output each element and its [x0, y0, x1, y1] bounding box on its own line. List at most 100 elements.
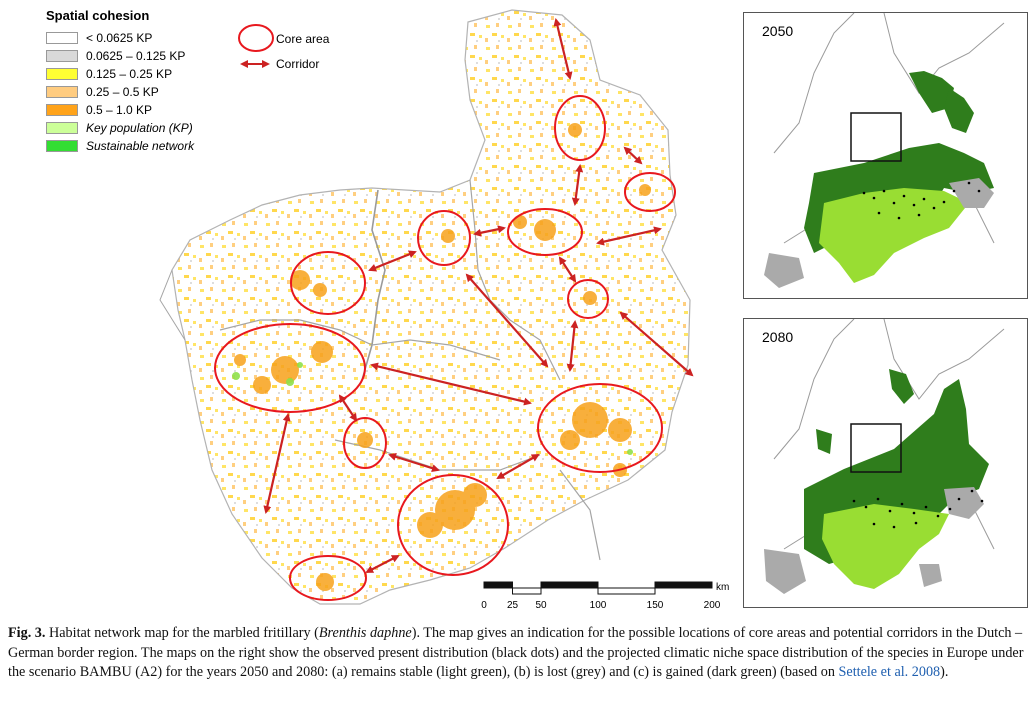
study-area-frame — [850, 112, 902, 162]
corridor-arrow — [388, 452, 440, 473]
legend-item-label: 0.25 – 0.5 KP — [86, 85, 159, 99]
corridor-arrow — [571, 164, 584, 206]
core-area — [214, 323, 366, 413]
inset-map-2050: 2050 — [743, 12, 1028, 299]
core-area-legend-symbol — [238, 24, 274, 52]
gained-area — [909, 71, 954, 113]
europe-map-2080 — [764, 319, 1005, 594]
habitat-network-map: Core area Corridor 0 25 50 100 150 200 km — [159, 9, 729, 611]
lost-area — [764, 549, 806, 594]
scale-bar-segment — [654, 581, 713, 589]
coastline — [159, 269, 186, 341]
lost-area — [944, 487, 984, 519]
core-area-legend-label: Core area — [276, 32, 330, 46]
study-area-frame — [850, 423, 902, 473]
legend-item: 0.125 – 0.25 KP — [46, 65, 286, 83]
legend-item-label: 0.125 – 0.25 KP — [86, 67, 173, 81]
corridor-arrow — [465, 273, 549, 368]
legend-item: Key population (KP) — [46, 119, 286, 137]
scale-bar-label: 150 — [647, 600, 664, 611]
corridor-arrow — [338, 394, 358, 422]
corridors — [263, 18, 694, 573]
inset-year-label: 2080 — [762, 329, 794, 345]
legend-item-label: 0.5 – 1.0 KP — [86, 103, 153, 117]
legend-swatch — [46, 50, 78, 62]
corridor-arrow — [370, 362, 532, 406]
core-area — [417, 210, 471, 266]
corridor-arrow — [596, 226, 662, 246]
stable-area — [822, 504, 949, 589]
caption-text: ). The map gives an indication for the p… — [8, 625, 1024, 680]
core-area — [289, 555, 367, 601]
corridor-arrow — [566, 320, 579, 372]
inset-year-label: 2050 — [762, 23, 794, 39]
study-region — [171, 9, 691, 605]
corridor-arrow — [623, 146, 643, 165]
corridor-arrow — [496, 454, 540, 479]
core-area — [397, 474, 509, 576]
habitat-patches — [234, 123, 651, 591]
core-areas — [214, 95, 676, 601]
core-area — [567, 279, 609, 319]
corridor-arrow — [558, 256, 577, 283]
scale-bar-segment — [540, 581, 599, 589]
species-name: Brenthis daphne — [318, 625, 412, 641]
scale-bar-label: 200 — [704, 600, 721, 611]
observed-dots — [852, 489, 984, 529]
legend-swatch — [46, 104, 78, 116]
core-area — [624, 172, 676, 212]
europe-map-2050 — [764, 13, 1005, 288]
coastline — [773, 319, 1005, 550]
stable-area — [819, 188, 969, 283]
lost-area — [764, 253, 804, 288]
legend-swatch — [46, 32, 78, 44]
legend-item: 0.25 – 0.5 KP — [46, 83, 286, 101]
scale-bar-segment — [512, 587, 542, 595]
corridor-arrow — [365, 555, 400, 573]
border-line — [559, 469, 601, 561]
lost-area — [949, 178, 994, 208]
scale-bar-label: 0 — [481, 600, 487, 611]
corridor-legend-label: Corridor — [276, 57, 319, 71]
figure: Core area Corridor 0 25 50 100 150 200 km Spat… — [46, 8, 1028, 611]
legend-item-label: 0.0625 – 0.125 KP — [86, 49, 186, 63]
legend-swatch — [46, 122, 78, 134]
reference-link[interactable]: Settele et al. 2008 — [838, 664, 941, 680]
legend-item-label: < 0.0625 KP — [86, 31, 153, 45]
legend-item: 0.0625 – 0.125 KP — [46, 47, 286, 65]
key-population-patches — [232, 362, 633, 455]
legend-swatch — [46, 140, 78, 152]
scale-bar: 0 25 50 100 150 200 km — [481, 581, 729, 611]
legend-item: < 0.0625 KP — [46, 29, 286, 47]
legend-item-label: Key population (KP) — [86, 121, 193, 135]
scale-bar-label: 25 — [507, 600, 519, 611]
border-line — [299, 319, 501, 361]
caption-text: Habitat network map for the marbled frit… — [48, 625, 319, 641]
gained-area — [889, 369, 914, 404]
core-area — [507, 208, 583, 256]
gained-area — [816, 429, 832, 454]
core-area — [537, 383, 663, 473]
inset-map-2080: 2080 — [743, 318, 1028, 608]
observed-dots — [862, 181, 981, 220]
scale-bar-segment — [483, 581, 513, 589]
border-line — [219, 319, 300, 331]
legend: Spatial cohesion < 0.0625 KP 0.0625 – 0.1… — [46, 8, 286, 155]
core-area — [290, 251, 366, 315]
scale-bar-unit: km — [716, 582, 729, 593]
legend-item: 0.5 – 1.0 KP — [46, 101, 286, 119]
gained-area — [944, 88, 974, 133]
core-area — [343, 417, 387, 469]
figure-caption: Fig. 3. Habitat network map for the marb… — [8, 624, 1028, 683]
caption-text: ). — [940, 664, 949, 680]
border-line — [361, 189, 386, 381]
corridor-arrow — [473, 225, 506, 237]
scale-bar-label: 100 — [590, 600, 607, 611]
corridor-arrow — [368, 250, 417, 272]
legend-swatch — [46, 68, 78, 80]
legend-list: < 0.0625 KP 0.0625 – 0.125 KP 0.125 – 0.25… — [46, 29, 286, 155]
corridor-arrow — [263, 413, 291, 514]
core-area — [554, 95, 606, 161]
scale-bar-label: 50 — [535, 600, 547, 611]
legend-item-label: Sustainable network — [86, 139, 195, 153]
